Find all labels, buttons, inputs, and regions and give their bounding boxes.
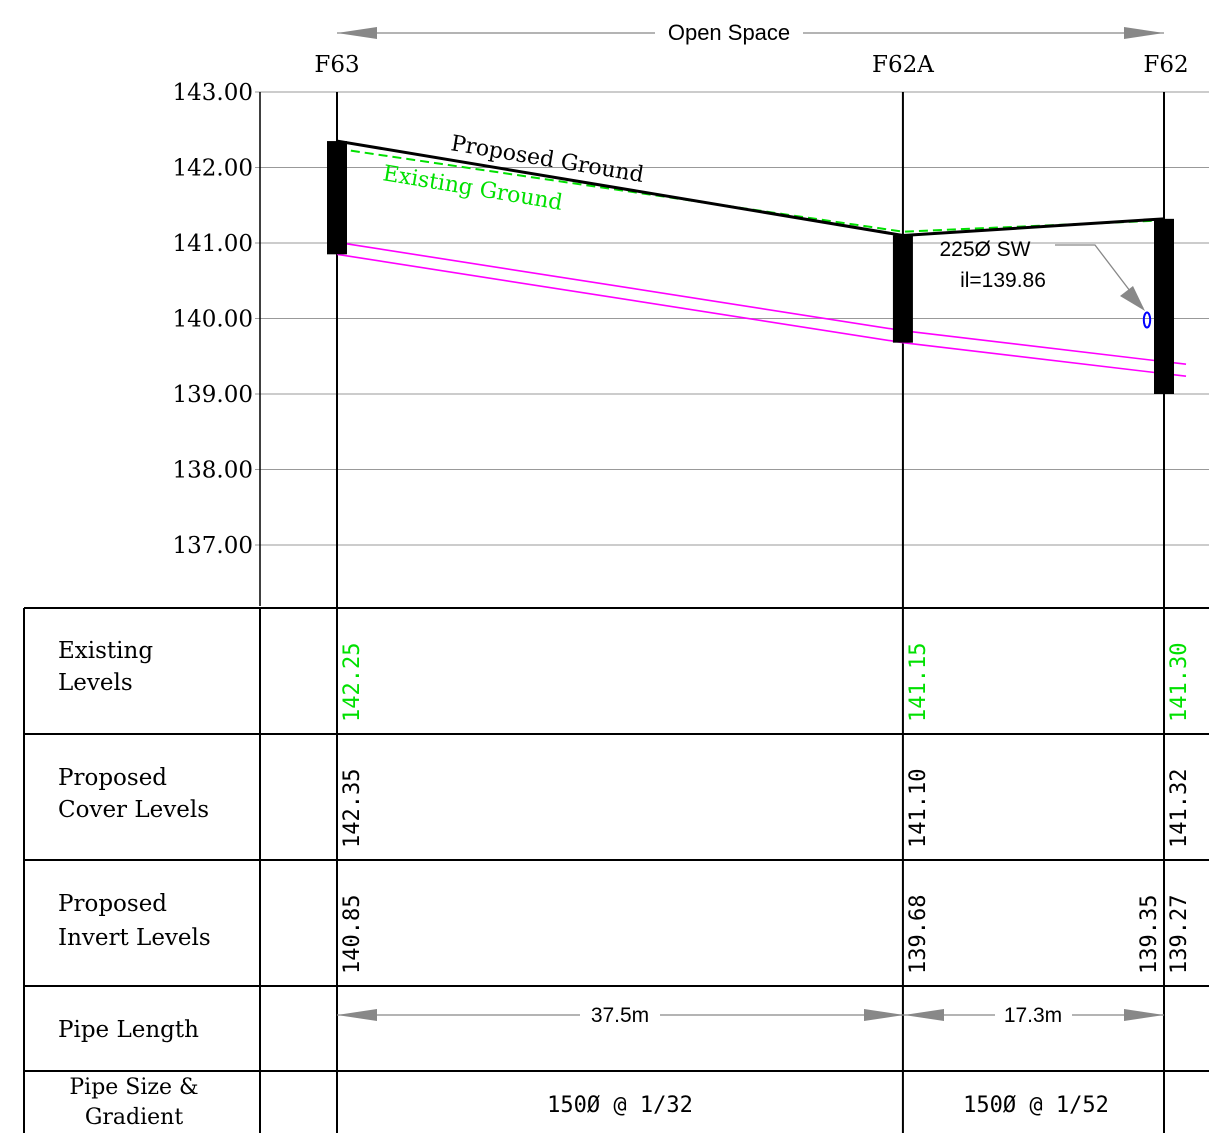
level-value: 140.85 [340, 895, 365, 974]
manhole-label: F62 [1143, 52, 1188, 78]
level-value: 141.10 [906, 769, 931, 848]
dim-arrow-left-icon [337, 1009, 377, 1021]
row-label-pipe-length: Pipe Length [58, 1017, 199, 1043]
level-value: 139.35 [1137, 895, 1162, 974]
row-label-invert-1: Proposed [58, 891, 167, 917]
row-label-cover-2: Cover Levels [58, 797, 209, 823]
row-label-size-1: Pipe Size & [69, 1075, 198, 1100]
row-label-invert-2: Invert Levels [58, 925, 211, 951]
manhole-chambers [327, 141, 1174, 394]
callout-line2: il=139.86 [960, 269, 1046, 292]
y-tick-label: 140.00 [173, 307, 253, 333]
extent-label: Open Space [668, 20, 790, 45]
level-value: 139.68 [906, 895, 931, 974]
y-tick-label: 142.00 [173, 156, 253, 182]
level-value: 141.15 [906, 643, 931, 722]
pipe-soffit-line [902, 329, 1187, 366]
manhole-label: F63 [314, 52, 359, 78]
pipe-invert-line [902, 341, 1187, 378]
manhole-labels: F63 F62A F62 [314, 52, 1188, 78]
pipe-lines [336, 241, 1187, 378]
callout-leader-line [1055, 244, 1144, 309]
dim-arrow-right-icon [1124, 1009, 1164, 1021]
callout-line1: 225Ø SW [939, 238, 1030, 261]
manhole-chamber [892, 235, 913, 343]
extent-arrow-right-icon [1124, 27, 1164, 39]
y-tick-label: 139.00 [173, 382, 253, 408]
row-label-size-2: Gradient [85, 1105, 184, 1130]
manhole-chamber [327, 141, 347, 255]
pipe-length-2: 17.3m [1004, 1004, 1062, 1027]
pipe-length-dimension-2: 17.3m [904, 1004, 1164, 1027]
dim-arrow-right-icon [864, 1009, 904, 1021]
manhole-chainage-lines [336, 92, 1165, 1133]
extent-dimension: Open Space [337, 20, 1164, 45]
y-tick-label: 143.00 [173, 80, 253, 106]
level-value: 141.32 [1167, 769, 1192, 848]
y-tick-label: 138.00 [173, 458, 253, 484]
pipe-size-gradient-2: 150Ø @ 1/52 [963, 1093, 1109, 1118]
sw-pipe-ring-icon [1142, 311, 1152, 329]
level-values: 142.25 141.15 141.30 142.35 141.10 141.32 140.… [340, 643, 1192, 974]
level-gridlines [255, 91, 1209, 546]
dim-arrow-left-icon [904, 1009, 944, 1021]
data-table: Existing Levels Proposed Cover Levels Pr… [23, 607, 1209, 1133]
y-tick-label: 137.00 [173, 533, 253, 559]
manhole-chamber [1154, 218, 1174, 394]
pipe-length-dimension-1: 37.5m [337, 1004, 904, 1027]
level-value: 141.30 [1167, 643, 1192, 722]
row-label-existing-2: Levels [58, 670, 133, 696]
pipe-size-gradient-1: 150Ø @ 1/32 [547, 1093, 693, 1118]
pipe-soffit-line [336, 241, 904, 332]
callout-arrow-icon [1120, 286, 1145, 311]
row-label-cover-1: Proposed [58, 765, 167, 791]
sw-pipe-callout: 225Ø SW il=139.86 [939, 238, 1152, 329]
y-axis-tick-labels: 143.00 142.00 141.00 140.00 139.00 138.00 137.… [173, 80, 253, 559]
level-value: 142.25 [340, 643, 365, 722]
row-label-existing-1: Existing [58, 638, 153, 664]
level-value: 139.27 [1167, 895, 1192, 974]
pipe-invert-line [336, 253, 904, 344]
pipe-length-1: 37.5m [591, 1004, 649, 1027]
y-tick-label: 141.00 [173, 231, 253, 257]
extent-arrow-left-icon [337, 27, 377, 39]
level-value: 142.35 [340, 769, 365, 848]
manhole-label: F62A [872, 52, 934, 78]
